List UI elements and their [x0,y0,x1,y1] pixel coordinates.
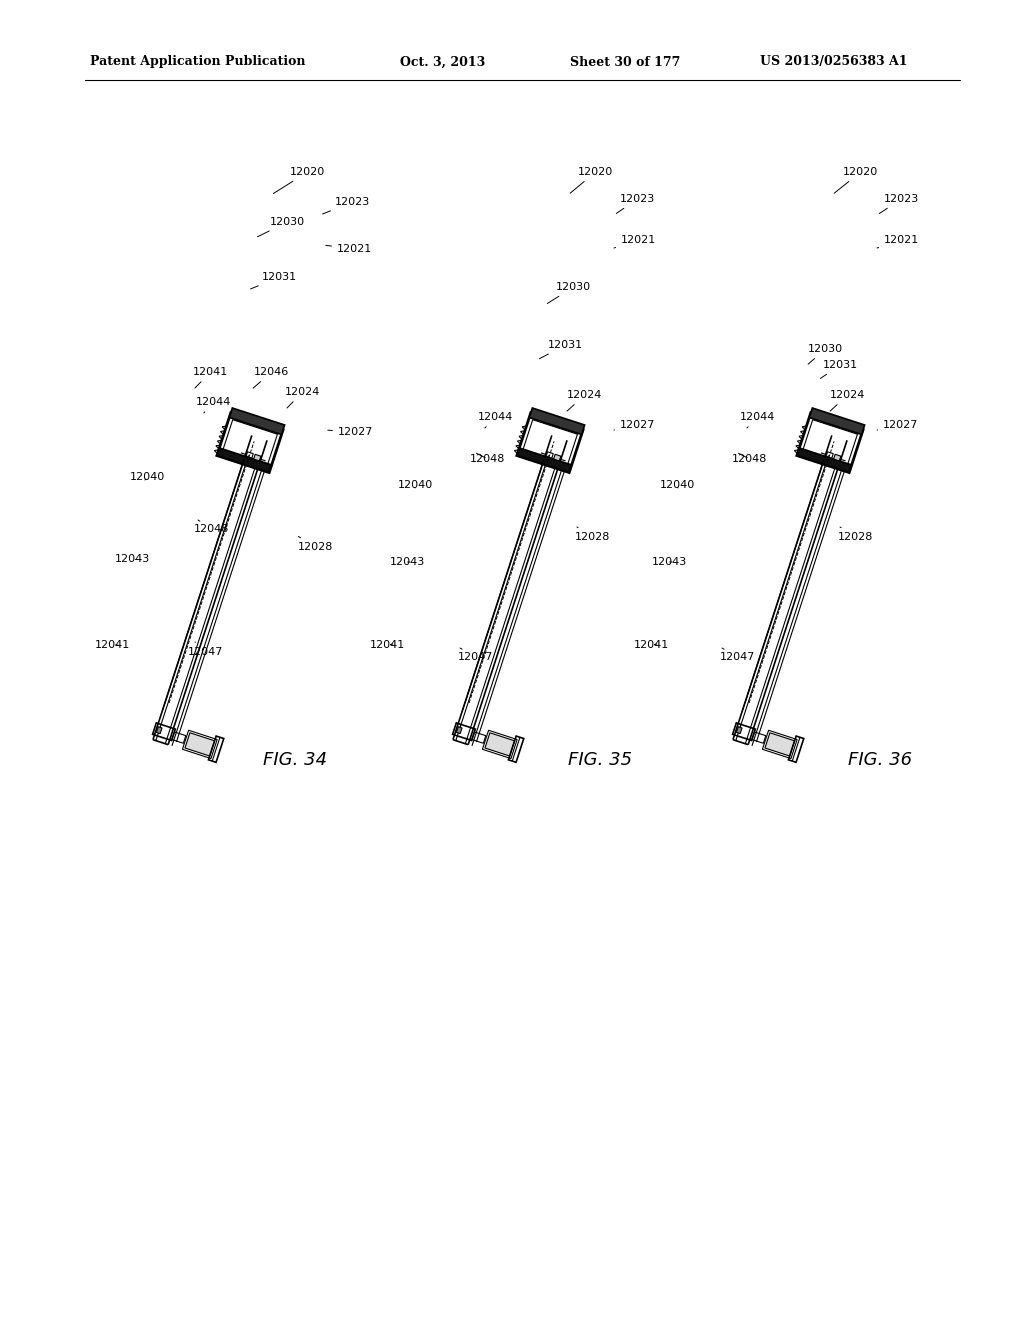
Text: 12047: 12047 [188,642,223,657]
Bar [254,454,261,461]
Text: 12024: 12024 [285,387,321,408]
Bar [546,451,553,458]
Text: FIG. 36: FIG. 36 [848,751,912,770]
Bar [229,408,285,434]
Bar [157,727,162,734]
Text: 12027: 12027 [877,420,919,430]
Text: 12044: 12044 [478,412,513,428]
Text: 12024: 12024 [830,389,865,411]
Bar [797,447,852,473]
Text: 12031: 12031 [251,272,297,289]
Text: Oct. 3, 2013: Oct. 3, 2013 [400,55,485,69]
Text: 12041: 12041 [634,640,670,649]
Text: 12043: 12043 [652,557,687,568]
Text: 12024: 12024 [567,389,602,411]
Bar [457,727,462,734]
Text: 12044: 12044 [740,412,775,428]
Bar [809,408,864,434]
Bar [482,730,517,759]
Bar [554,454,561,461]
Text: 12027: 12027 [614,420,655,430]
Bar [752,733,766,743]
Text: 12028: 12028 [298,536,334,552]
Bar [472,733,485,743]
Text: 12020: 12020 [273,168,326,194]
Bar [732,723,756,741]
Bar [246,451,253,458]
Text: 12040: 12040 [398,480,433,490]
Bar [222,420,278,467]
Bar [517,413,583,473]
Bar [153,723,175,741]
Text: 12040: 12040 [130,473,165,482]
Text: 12046: 12046 [253,367,289,388]
Text: 12047: 12047 [458,648,494,663]
Bar [185,733,215,756]
Text: Patent Application Publication: Patent Application Publication [90,55,305,69]
Text: FIG. 34: FIG. 34 [263,751,327,770]
Text: 12023: 12023 [323,197,371,214]
Text: 12028: 12028 [575,527,610,543]
Text: 12021: 12021 [877,235,920,248]
Bar [826,451,834,458]
Text: 12041: 12041 [370,640,406,649]
Text: 12040: 12040 [660,480,695,490]
Bar [217,447,271,473]
Bar [797,413,863,473]
Text: 12048: 12048 [470,453,506,465]
Text: 12048: 12048 [194,520,229,535]
Bar [453,723,475,741]
Text: 12047: 12047 [720,648,756,663]
Text: 12030: 12030 [257,216,305,236]
Bar [485,733,515,756]
Text: 12041: 12041 [193,367,228,388]
Text: 12027: 12027 [328,426,374,437]
Bar [509,737,524,763]
Bar [517,447,571,473]
Text: 12043: 12043 [390,557,425,568]
Bar [788,737,804,763]
Text: 12048: 12048 [732,453,767,465]
Text: 12043: 12043 [115,554,151,564]
Text: FIG. 35: FIG. 35 [568,751,632,770]
Bar [834,454,841,461]
Text: 12041: 12041 [95,640,130,649]
Text: 12044: 12044 [196,397,231,413]
Bar [182,730,217,759]
Text: 12020: 12020 [570,168,613,193]
Text: Sheet 30 of 177: Sheet 30 of 177 [570,55,680,69]
Text: 12030: 12030 [808,345,843,364]
Text: 12028: 12028 [838,527,873,543]
Text: 12030: 12030 [548,282,591,304]
Text: 12021: 12021 [326,244,373,253]
Text: 12021: 12021 [614,235,656,248]
Bar [765,733,795,756]
Bar [763,730,797,759]
Bar [736,727,742,734]
Text: 12031: 12031 [820,360,858,379]
Bar [217,413,283,473]
Bar [172,733,185,743]
Bar [529,408,585,434]
Bar [209,737,224,763]
Text: 12031: 12031 [540,341,583,359]
Text: 12023: 12023 [880,194,920,214]
Bar [522,420,578,467]
Text: US 2013/0256383 A1: US 2013/0256383 A1 [760,55,907,69]
Text: 12020: 12020 [835,168,879,193]
Bar [802,420,857,467]
Text: 12023: 12023 [616,194,655,214]
